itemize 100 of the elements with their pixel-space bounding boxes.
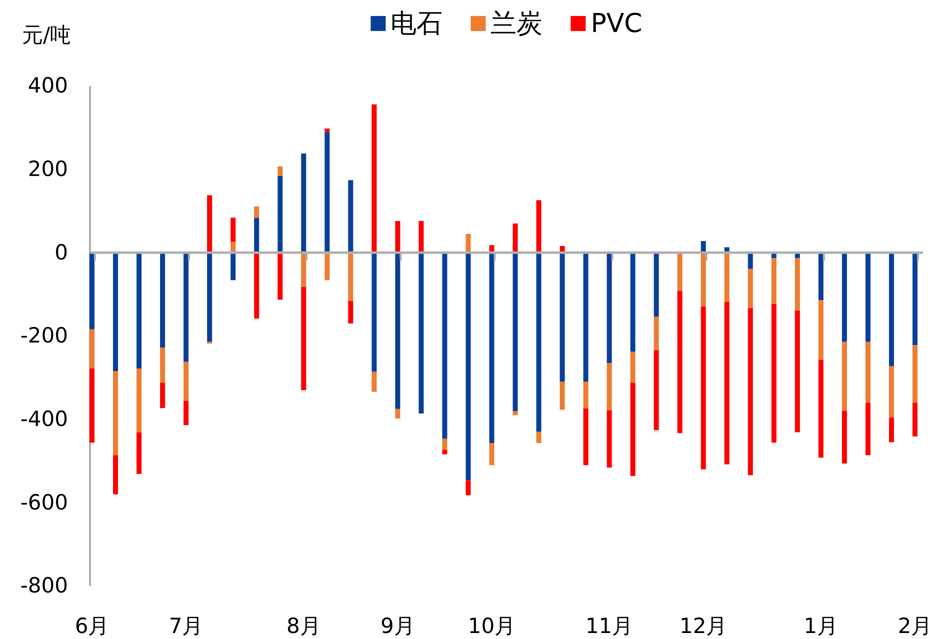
bar bbox=[418, 221, 424, 253]
bar bbox=[912, 402, 918, 436]
bar bbox=[301, 286, 306, 390]
bar bbox=[395, 408, 400, 418]
bar bbox=[818, 300, 824, 360]
bar bbox=[654, 350, 659, 430]
bar bbox=[606, 252, 612, 364]
bar bbox=[606, 410, 612, 468]
bar bbox=[466, 234, 471, 253]
bar bbox=[442, 450, 448, 454]
bar bbox=[630, 382, 636, 476]
bar bbox=[230, 252, 236, 280]
legend-label: PVC bbox=[590, 9, 642, 39]
bar bbox=[818, 360, 824, 458]
bar bbox=[842, 411, 847, 464]
bar bbox=[748, 268, 753, 308]
bar bbox=[536, 432, 542, 444]
bar bbox=[677, 291, 682, 434]
bar bbox=[90, 368, 94, 443]
bar bbox=[560, 252, 565, 382]
bar bbox=[606, 363, 612, 410]
bar bbox=[254, 252, 260, 318]
bar bbox=[348, 301, 354, 324]
y-tick-label: 0 bbox=[54, 240, 68, 264]
bar bbox=[865, 342, 870, 403]
bar bbox=[184, 252, 189, 362]
bar bbox=[654, 252, 659, 317]
bar bbox=[136, 252, 142, 368]
bar bbox=[583, 382, 588, 408]
bar bbox=[442, 438, 448, 450]
x-tick-label: 12月 bbox=[680, 614, 728, 638]
bar bbox=[512, 252, 518, 411]
y-tick-label: -400 bbox=[20, 407, 68, 432]
x-tick-label: 11月 bbox=[585, 614, 634, 638]
bar bbox=[583, 252, 588, 382]
bar bbox=[113, 455, 118, 494]
bar bbox=[748, 308, 753, 476]
y-tick-label: -800 bbox=[20, 574, 68, 598]
bar bbox=[536, 252, 542, 432]
bar bbox=[794, 258, 800, 311]
x-tick-label: 2月 bbox=[898, 614, 932, 638]
bar bbox=[560, 382, 565, 410]
bar bbox=[489, 443, 494, 466]
bar bbox=[630, 252, 636, 352]
bar bbox=[207, 195, 212, 253]
legend-label: 兰炭 bbox=[490, 9, 543, 39]
x-tick-label: 6月 bbox=[74, 614, 110, 638]
bar bbox=[794, 310, 800, 432]
bar bbox=[136, 368, 142, 432]
bar bbox=[654, 316, 659, 350]
bar bbox=[254, 206, 260, 218]
bar bbox=[724, 302, 730, 464]
bar bbox=[372, 104, 377, 253]
y-tick-label: 400 bbox=[28, 74, 68, 98]
bar bbox=[184, 401, 189, 426]
bar bbox=[583, 408, 588, 466]
x-tick-label: 9月 bbox=[380, 614, 415, 638]
bar bbox=[700, 252, 706, 306]
bar bbox=[301, 252, 306, 287]
bar bbox=[278, 252, 283, 300]
y-tick-label: -600 bbox=[20, 490, 68, 514]
bar bbox=[90, 329, 94, 368]
bar bbox=[301, 154, 306, 253]
bar bbox=[184, 362, 189, 401]
bar bbox=[395, 252, 400, 409]
bar bbox=[160, 252, 166, 348]
x-tick-label: 7月 bbox=[168, 614, 204, 638]
bar bbox=[724, 252, 730, 302]
bar bbox=[230, 218, 236, 242]
bar bbox=[324, 252, 330, 280]
bar bbox=[865, 402, 870, 456]
bar bbox=[888, 252, 894, 366]
bar bbox=[748, 252, 753, 269]
bar bbox=[372, 372, 377, 392]
bar bbox=[136, 432, 142, 474]
x-tick-label: 10月 bbox=[468, 614, 516, 638]
bar bbox=[348, 252, 354, 301]
bar bbox=[278, 176, 283, 253]
bar bbox=[90, 252, 94, 330]
bar bbox=[348, 180, 354, 253]
x-tick-label: 1月 bbox=[804, 614, 838, 638]
bar bbox=[865, 252, 870, 342]
bar bbox=[324, 128, 330, 132]
bar bbox=[372, 252, 377, 372]
bar bbox=[771, 304, 776, 443]
legend-label: 电石 bbox=[390, 9, 443, 39]
bar bbox=[630, 352, 636, 383]
bar bbox=[818, 252, 824, 300]
bar bbox=[700, 306, 706, 470]
bar bbox=[512, 411, 518, 416]
bar bbox=[888, 366, 894, 418]
bar bbox=[512, 224, 518, 253]
x-tick-label: 8月 bbox=[286, 614, 321, 638]
bar bbox=[771, 258, 776, 304]
bar bbox=[160, 348, 166, 383]
bar bbox=[700, 241, 706, 253]
bar bbox=[466, 480, 471, 496]
bar bbox=[912, 252, 918, 346]
y-axis-title: 元/吨 bbox=[22, 23, 72, 47]
bar bbox=[442, 252, 448, 438]
